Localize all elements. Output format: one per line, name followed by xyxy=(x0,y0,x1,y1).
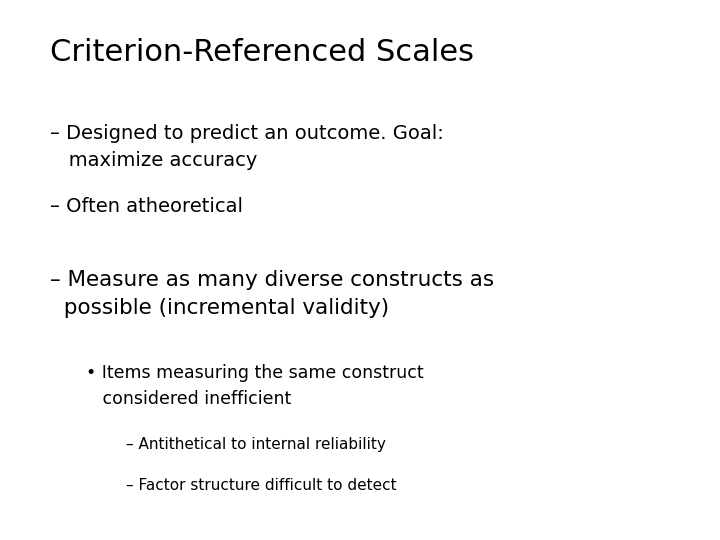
Text: – Factor structure difficult to detect: – Factor structure difficult to detect xyxy=(126,478,397,493)
Text: • Items measuring the same construct
   considered inefficient: • Items measuring the same construct con… xyxy=(86,364,424,408)
Text: – Designed to predict an outcome. Goal:
   maximize accuracy: – Designed to predict an outcome. Goal: … xyxy=(50,124,444,170)
Text: – Measure as many diverse constructs as
  possible (incremental validity): – Measure as many diverse constructs as … xyxy=(50,270,495,318)
Text: – Antithetical to internal reliability: – Antithetical to internal reliability xyxy=(126,437,386,453)
Text: – Often atheoretical: – Often atheoretical xyxy=(50,197,243,216)
Text: Criterion-Referenced Scales: Criterion-Referenced Scales xyxy=(50,38,474,67)
